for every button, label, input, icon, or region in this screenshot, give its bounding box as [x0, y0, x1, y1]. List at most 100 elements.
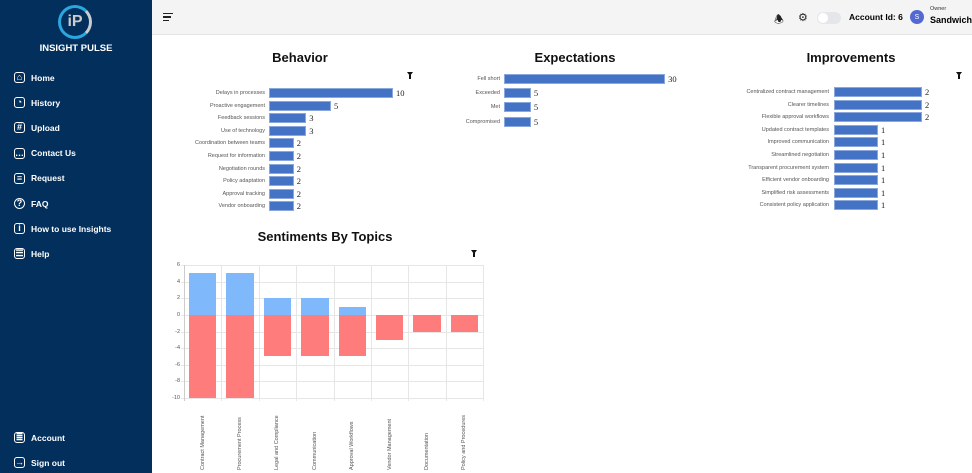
sidebar-item-upload[interactable]: # Upload [14, 122, 60, 134]
account-icon: ≣ [14, 432, 25, 443]
bar-value-label: 2 [296, 188, 302, 199]
x-tick-label: Contract Management [199, 415, 206, 470]
bar-label: Compromised [465, 118, 500, 125]
positive-bar [301, 298, 329, 315]
negative-bar [226, 314, 254, 398]
bar-label: Met [490, 104, 500, 111]
y-tick-label: -6 [175, 361, 180, 368]
brand-name: INSIGHT PULSE [39, 43, 113, 54]
menu-icon[interactable] [163, 13, 173, 23]
gridline-v [408, 265, 410, 401]
gridline-h [181, 281, 483, 283]
sidebar-item-label: FAQ [31, 198, 49, 209]
bar-value-label: 2 [296, 176, 302, 187]
bar-value-label: 2 [296, 138, 302, 149]
bar [504, 116, 531, 127]
x-tick-label: Approval Workflows [349, 421, 356, 471]
bar-label: Proactive engagement [209, 102, 265, 109]
bar-value-label: 1 [881, 175, 886, 186]
sidebar-item-label: Account [31, 432, 65, 443]
bar [269, 100, 331, 111]
bar [834, 112, 922, 123]
bar [269, 138, 294, 149]
sidebar-item-label: Home [31, 72, 55, 83]
sidebar-item-home[interactable]: ⌂ Home [14, 72, 55, 83]
gridline-v [221, 265, 223, 401]
bar-label: Exceeded [475, 90, 500, 97]
upload-icon: # [14, 122, 25, 134]
bar-value-label: 10 [396, 88, 405, 98]
bar-label: Streamlined negotiation [771, 152, 829, 158]
bar [269, 113, 307, 124]
chat-icon: … [14, 147, 25, 159]
question-icon: ? [14, 198, 25, 209]
y-tick-label: 4 [176, 278, 180, 285]
sidebar-item-request[interactable]: ≡ Request [14, 172, 65, 184]
bar-value-label: 1 [881, 187, 886, 198]
bar-value-label: 2 [296, 151, 302, 161]
sentiments-title: Sentiments By Topics [257, 229, 393, 244]
sidebar-item-contact-us[interactable]: … Contact Us [14, 147, 76, 159]
gridline-h [181, 364, 483, 366]
bar [269, 176, 294, 187]
negative-bar [413, 314, 441, 332]
bar-label: Use of technology [220, 127, 265, 134]
gridline-h [181, 398, 483, 399]
bar-label: Vendor onboarding [218, 203, 265, 210]
bar-value-label: 5 [533, 88, 539, 99]
x-tick-label: Procurement Process [237, 417, 244, 470]
bar-label: Request for information [207, 153, 265, 159]
sidebar-item-help[interactable]: ☰ Help [14, 248, 49, 260]
gridline-v [370, 265, 372, 401]
sidebar-item-how-to-use-insights[interactable]: i How to use Insights [14, 223, 111, 235]
gridline-v [483, 265, 484, 401]
sidebar-item-faq[interactable]: ? FAQ [14, 198, 48, 209]
gridline-h [181, 265, 483, 266]
bar-label: Consistent policy application [759, 202, 829, 209]
bar-label: Coordination between teams [194, 140, 265, 147]
bar-label: Delays in processes [215, 90, 265, 96]
behavior-filter-icon[interactable] [407, 72, 413, 79]
y-tick-label: -8 [175, 378, 180, 385]
bar [834, 200, 878, 211]
bar [269, 125, 307, 136]
bar [834, 124, 878, 135]
improvements-title: Improvements [806, 50, 896, 65]
info-icon: i [14, 223, 25, 235]
bar-value-label: 1 [881, 124, 886, 135]
positive-bar [263, 298, 292, 315]
help-icon: ☰ [14, 248, 25, 260]
x-tick-label: Communication [311, 431, 318, 470]
theme-toggle[interactable] [817, 12, 841, 24]
bar [269, 188, 294, 199]
bell-icon[interactable]: 🕭 [774, 14, 784, 26]
x-tick-label: Documentation [423, 433, 430, 470]
avatar[interactable]: S [910, 10, 924, 24]
sidebar-item-account[interactable]: ≣ Account [14, 432, 65, 443]
bar-label: Fell short [477, 76, 500, 82]
sentiments-filter-icon[interactable] [471, 250, 477, 257]
bar-value-label: 2 [296, 201, 302, 212]
bar-label: Negotiation rounds [218, 165, 265, 172]
sidebar-item-history[interactable]: ◔ History [14, 97, 60, 109]
bar-value-label: 2 [925, 87, 930, 97]
user-name[interactable]: Sandwich [930, 15, 972, 25]
bar-value-label: 2 [925, 99, 930, 110]
expectations-title: Expectations [534, 50, 616, 65]
gridline-h [181, 298, 483, 300]
improvements-filter-icon[interactable] [956, 72, 962, 79]
history-icon: ◔ [14, 97, 25, 109]
bar [269, 151, 294, 161]
bar [504, 102, 531, 113]
behavior-title: Behavior [272, 50, 328, 65]
bar [504, 88, 531, 99]
sidebar-item-sign-out[interactable]: → Sign out [14, 457, 65, 468]
gear-icon[interactable]: ⚙ [798, 12, 808, 24]
gridline-v [445, 265, 447, 401]
bar-label: Improved communication [767, 139, 829, 146]
negative-bar [375, 314, 404, 340]
y-tick-label: 2 [176, 295, 180, 302]
bar-value-label: 1 [881, 162, 886, 173]
sidebar-item-label: Contact Us [31, 148, 76, 159]
negative-bar [301, 314, 329, 357]
